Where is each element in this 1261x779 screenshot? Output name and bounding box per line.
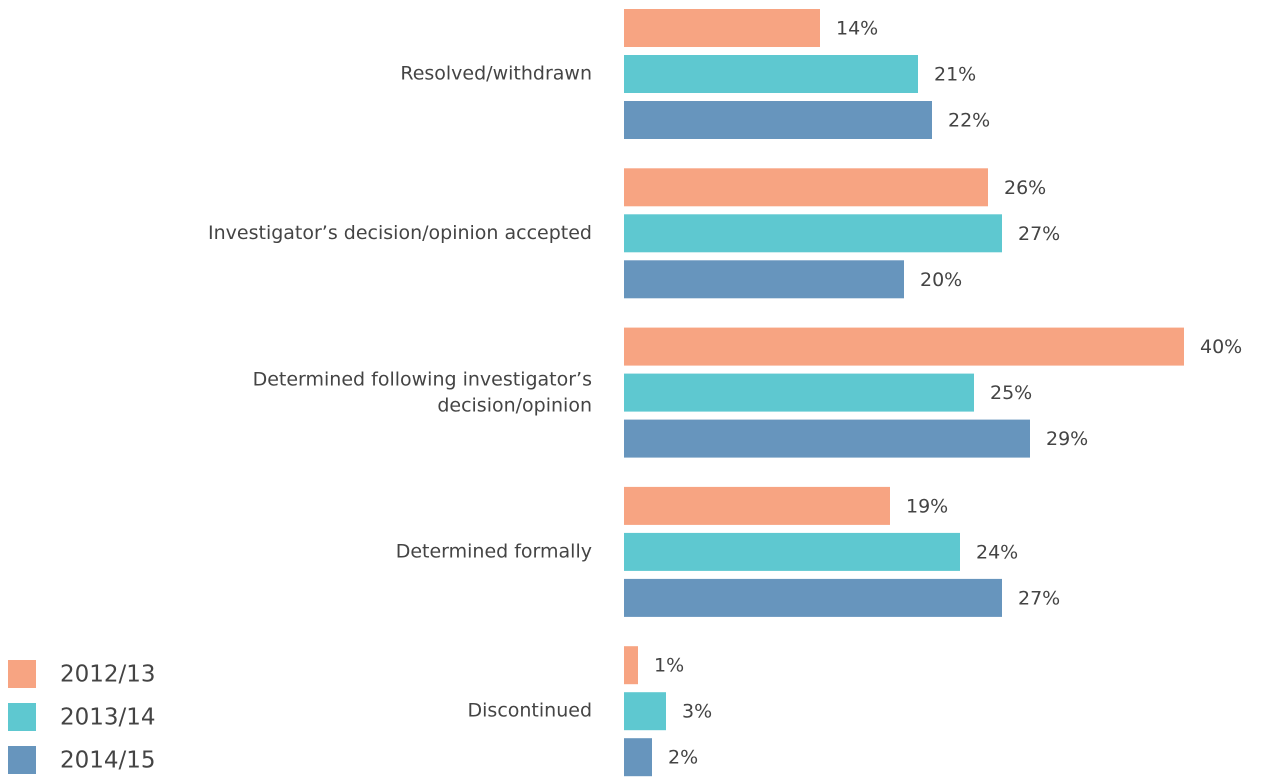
- value-label: 19%: [906, 495, 948, 517]
- bar: [624, 646, 638, 685]
- legend-swatch: [8, 660, 36, 688]
- value-label: 27%: [1018, 223, 1060, 245]
- bar: [624, 214, 1002, 253]
- value-label: 25%: [990, 382, 1032, 404]
- value-label: 2%: [668, 747, 698, 769]
- value-label: 40%: [1200, 336, 1242, 358]
- legend-label: 2012/13: [60, 662, 156, 688]
- legend-swatch: [8, 703, 36, 731]
- legend-swatch: [8, 746, 36, 774]
- category-label: Resolved/withdrawn: [400, 63, 592, 85]
- bar: [624, 578, 1002, 617]
- bar: [624, 692, 666, 731]
- category-label: Determined following investigator’s decis…: [253, 368, 592, 416]
- bar: [624, 738, 652, 777]
- value-label: 3%: [682, 701, 712, 723]
- category-label-line: Determined following investigator’s: [253, 368, 592, 390]
- value-label: 14%: [836, 18, 878, 40]
- value-label: 1%: [654, 655, 684, 677]
- bar: [624, 9, 820, 47]
- value-label: 22%: [948, 110, 990, 132]
- value-label: 29%: [1046, 428, 1088, 450]
- bar: [624, 419, 1030, 458]
- legend-label: 2014/15: [60, 748, 156, 774]
- bar: [624, 260, 904, 299]
- bar: [624, 532, 960, 571]
- bar: [624, 486, 890, 525]
- bar: [624, 327, 1184, 366]
- bar: [624, 55, 918, 93]
- category-label-line: decision/opinion: [437, 394, 592, 416]
- bar: [624, 168, 988, 207]
- value-label: 27%: [1018, 587, 1060, 609]
- bar: [624, 373, 974, 412]
- value-label: 24%: [976, 541, 1018, 563]
- category-label: Discontinued: [468, 700, 592, 722]
- value-label: 21%: [934, 64, 976, 86]
- legend-label: 2013/14: [60, 705, 156, 731]
- bar: [624, 101, 932, 139]
- value-label: 26%: [1004, 177, 1046, 199]
- category-label: Determined formally: [396, 540, 592, 562]
- value-label: 20%: [920, 269, 962, 291]
- category-label: Investigator’s decision/opinion accepted: [208, 222, 592, 244]
